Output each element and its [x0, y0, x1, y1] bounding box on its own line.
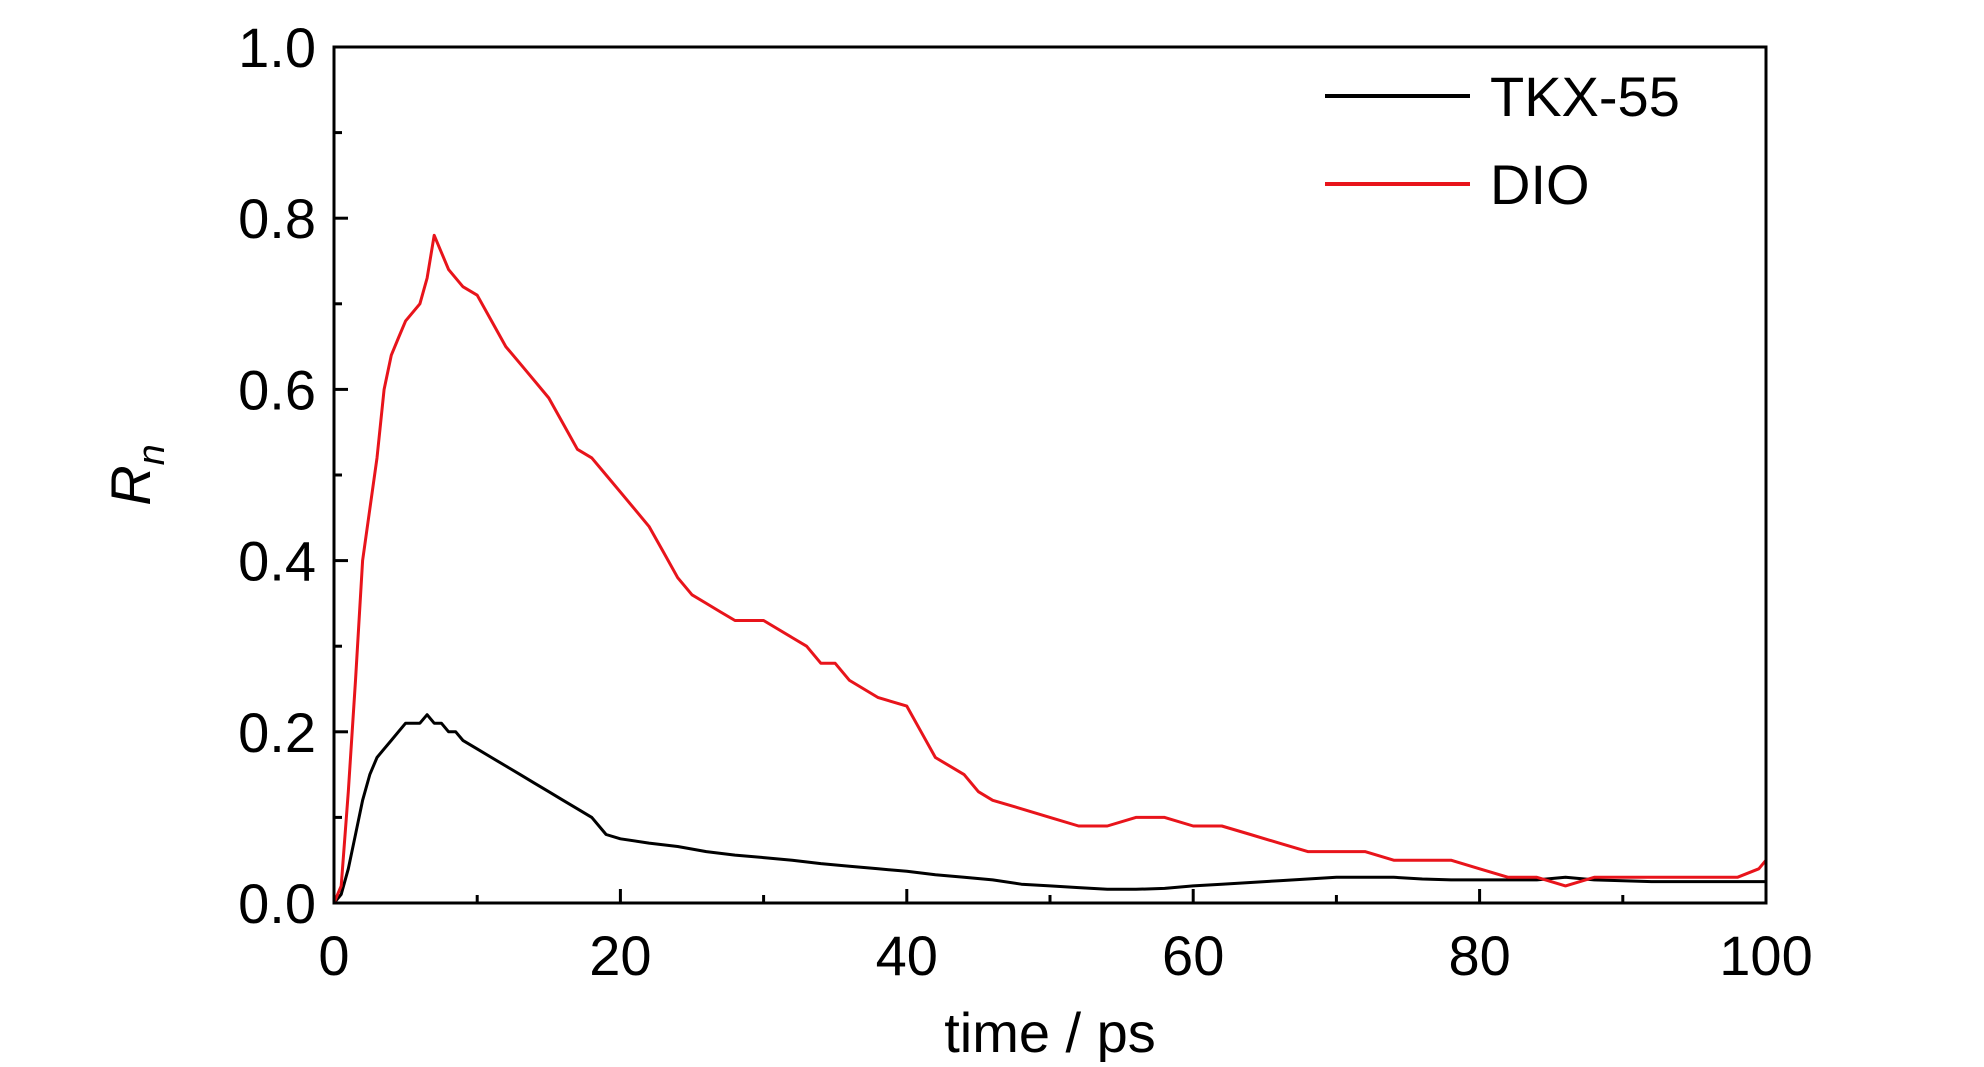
- y-axis-title: Rn: [99, 444, 173, 506]
- x-axis-title: time / ps: [944, 1001, 1156, 1062]
- series-line-dio: [332, 233, 1768, 904]
- x-tick-label: 40: [876, 924, 938, 987]
- y-tick-label: 0.6: [238, 358, 316, 421]
- x-tick-label: 0: [318, 924, 349, 987]
- y-axis-title-main: R: [99, 465, 162, 505]
- series-layer: [332, 233, 1768, 904]
- series-line-tkx-55: [332, 713, 1766, 904]
- y-tick-label: 0.2: [238, 701, 316, 764]
- legend-label-tkx-55: TKX-55: [1490, 65, 1680, 128]
- legend: TKX-55 DIO: [1325, 65, 1680, 216]
- labels-layer: 0 20 40 60 80 100 0.0 0.2 0.4 0.6 0.8 1.0: [238, 16, 1813, 987]
- x-tick-label: 20: [589, 924, 651, 987]
- y-axis-title-subscript: n: [131, 444, 173, 465]
- y-tick-label: 0.0: [238, 872, 316, 935]
- legend-label-dio: DIO: [1490, 153, 1590, 216]
- x-tick-label: 100: [1719, 924, 1812, 987]
- x-tick-label: 60: [1162, 924, 1224, 987]
- y-tick-label: 0.8: [238, 187, 316, 250]
- x-tick-label: 80: [1448, 924, 1510, 987]
- y-tick-label: 0.4: [238, 530, 316, 593]
- ticks-layer: [332, 45, 1768, 905]
- y-tick-label: 1.0: [238, 16, 316, 79]
